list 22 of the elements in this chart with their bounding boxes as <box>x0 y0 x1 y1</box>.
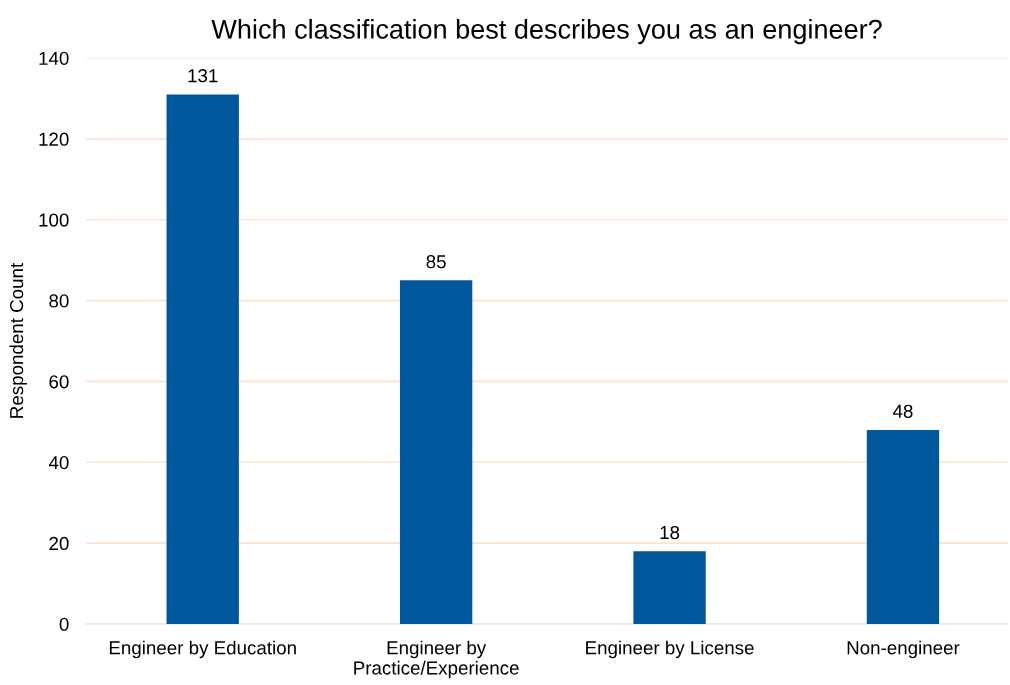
y-tick-label: 40 <box>48 455 69 470</box>
bar <box>399 280 473 624</box>
bar <box>866 429 940 624</box>
y-tick-label: 20 <box>49 536 69 551</box>
data-label: 85 <box>426 255 446 269</box>
data-label: 48 <box>892 404 913 418</box>
data-label: 18 <box>660 525 680 540</box>
x-tick-label: Non-engineer <box>847 640 960 659</box>
y-tick-label: 80 <box>49 294 69 308</box>
chart-title: Which classification best describes you as an engineer? <box>211 18 882 45</box>
bar <box>166 94 239 624</box>
x-tick-label: Engineer by Practice/Experience <box>354 640 519 679</box>
y-tick-label: 0 <box>59 617 69 631</box>
data-label: 131 <box>188 69 218 83</box>
y-tick-label: 120 <box>39 132 69 146</box>
y-tick-label: 140 <box>39 51 69 65</box>
bar <box>633 551 706 624</box>
x-tick-label: Engineer by Education <box>109 640 296 659</box>
y-tick-label: 100 <box>39 213 69 227</box>
y-axis-title: Respondent Count <box>9 262 27 418</box>
x-tick-label: Engineer by License <box>586 640 754 659</box>
y-tick-label: 60 <box>49 375 69 389</box>
